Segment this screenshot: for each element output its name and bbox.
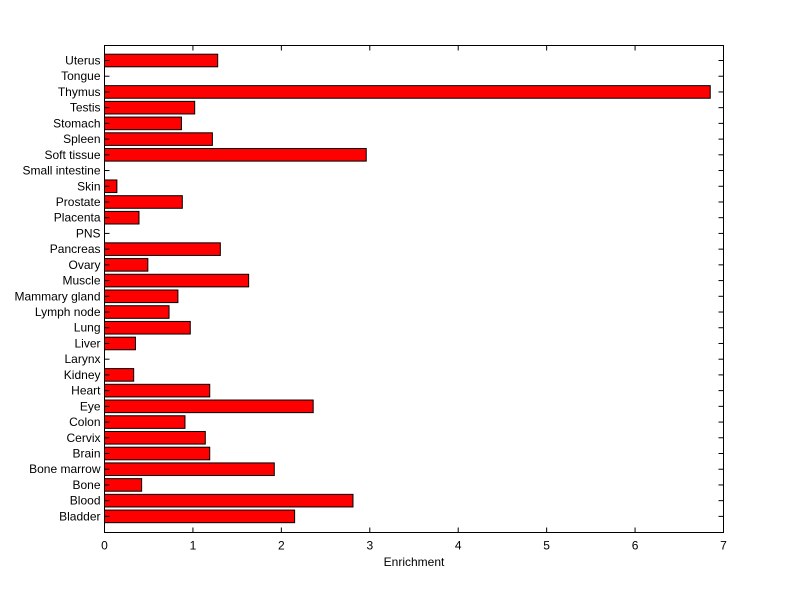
y-tick-label: Bone [72, 478, 100, 492]
y-tick-label: Soft tissue [44, 148, 100, 162]
y-tick-label: Liver [74, 336, 100, 350]
y-tick-label: Kidney [64, 368, 101, 382]
bar-prostate [104, 195, 183, 209]
y-tick-label: Placenta [54, 211, 101, 225]
y-tick-label: Heart [71, 384, 101, 398]
y-tick-label: Tongue [61, 69, 101, 83]
y-tick-label: Stomach [53, 116, 100, 130]
bar-stomach [104, 116, 182, 131]
bar-pancreas [104, 242, 221, 256]
x-tick-label: 7 [720, 539, 727, 553]
y-tick-label: Uterus [65, 54, 100, 68]
x-tick-label: 5 [543, 539, 550, 553]
y-tick-label: Bone marrow [29, 462, 101, 476]
y-tick-label: Blood [70, 494, 101, 508]
bar-heart [104, 383, 211, 398]
bars-layer [104, 53, 711, 524]
y-tick-label: Eye [80, 399, 101, 413]
y-tick-label: Pancreas [50, 242, 101, 256]
x-tick-label: 0 [101, 539, 108, 553]
bar-spleen [104, 132, 213, 146]
y-tick-label: Spleen [63, 132, 100, 146]
y-tick-label: Muscle [62, 274, 100, 288]
bar-cervix [104, 430, 206, 445]
bar-brain [104, 446, 211, 461]
x-tick-label: 1 [190, 539, 197, 553]
bar-placenta [104, 210, 140, 225]
y-tick-label: Skin [77, 179, 100, 193]
bar-lymph-node [104, 305, 170, 319]
bar-eye [104, 399, 314, 414]
x-tick-label: 2 [278, 539, 285, 553]
plot-area-frame [104, 45, 724, 533]
y-tick-label: Testis [70, 101, 101, 115]
bar-thymus [104, 85, 711, 99]
bar-testis [104, 100, 196, 115]
y-tick-label: Brain [72, 447, 100, 461]
x-tick-label: 4 [455, 539, 462, 553]
bar-bladder [104, 509, 296, 524]
bar-bone [104, 478, 143, 492]
x-tick-label: 6 [632, 539, 639, 553]
y-tick-label: Colon [69, 415, 100, 429]
y-tick-label: Lung [74, 321, 101, 335]
y-tick-label: Larynx [64, 352, 100, 366]
bar-mammary-gland [104, 289, 179, 304]
bar-uterus [104, 53, 219, 68]
bar-colon [104, 415, 186, 429]
bar-muscle [104, 273, 250, 288]
bar-blood [104, 493, 354, 508]
x-axis-label: Enrichment [384, 555, 445, 569]
bar-bone-marrow [104, 462, 275, 477]
x-tick-label: 3 [366, 539, 373, 553]
y-tick-label: Bladder [59, 509, 100, 523]
y-tick-label: Lymph node [35, 305, 101, 319]
y-tick-label: Prostate [56, 195, 101, 209]
y-tick-label: Ovary [68, 258, 100, 272]
y-tick-label: Thymus [58, 85, 101, 99]
y-tick-label: Small intestine [22, 164, 100, 178]
bar-lung [104, 320, 191, 335]
bar-soft-tissue [104, 148, 367, 162]
y-tick-label: PNS [76, 226, 101, 240]
y-tick-label: Cervix [66, 431, 100, 445]
bar-ovary [104, 258, 149, 272]
y-tick-label: Mammary gland [14, 289, 100, 303]
